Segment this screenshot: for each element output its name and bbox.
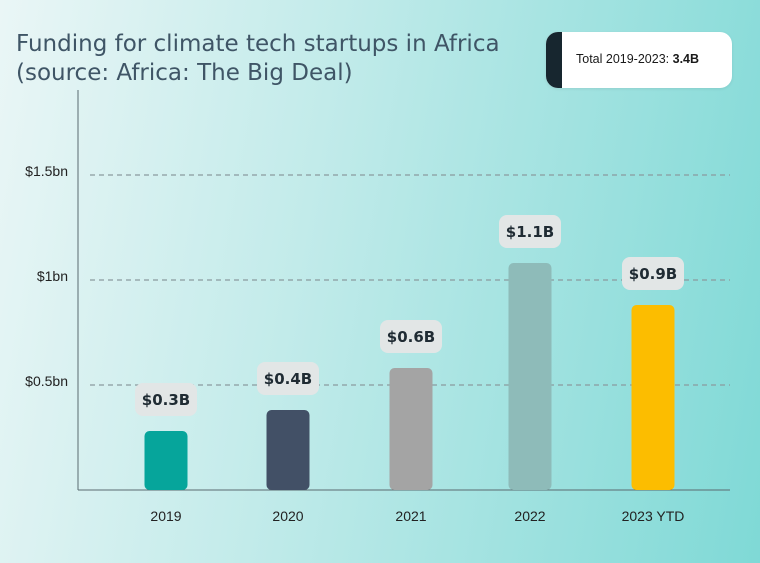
data-label: $0.4B: [264, 370, 312, 388]
bar: [389, 368, 433, 490]
bar: [508, 263, 552, 490]
data-label-pill: [622, 257, 684, 290]
data-label-pill: [380, 320, 442, 353]
total-summary-text: Total 2019-2023: 3.4B: [576, 52, 699, 66]
y-tick-label: $1bn: [37, 268, 68, 284]
bar: [266, 410, 310, 490]
data-label-pill: [499, 215, 561, 248]
x-tick-label: 2022: [514, 508, 545, 524]
x-tick-label: 2020: [272, 508, 303, 524]
chart-title-line-2: (source: Africa: The Big Deal): [16, 60, 353, 86]
y-tick-label: $1.5bn: [25, 163, 68, 179]
data-label: $0.6B: [387, 328, 435, 346]
total-summary-box: Total 2019-2023: 3.4B: [546, 32, 732, 88]
data-label: $1.1B: [506, 223, 554, 241]
bar: [144, 431, 188, 490]
data-label: $0.3B: [142, 391, 190, 409]
y-tick-label: $0.5bn: [25, 373, 68, 389]
bar: [631, 305, 675, 490]
total-value: 3.4B: [672, 52, 700, 66]
chart-title: Funding for climate tech startups in Afr…: [16, 30, 516, 88]
chart-title-line-1: Funding for climate tech startups in Afr…: [16, 31, 500, 57]
x-tick-label: 2023 YTD: [622, 508, 685, 524]
x-tick-label: 2021: [395, 508, 426, 524]
data-label-pill: [135, 383, 197, 416]
total-box-accent-stripe: [546, 32, 562, 88]
data-label-pill: [257, 362, 319, 395]
data-label: $0.9B: [629, 265, 677, 283]
x-tick-label: 2019: [150, 508, 181, 524]
total-label: Total 2019-2023:: [576, 52, 670, 66]
